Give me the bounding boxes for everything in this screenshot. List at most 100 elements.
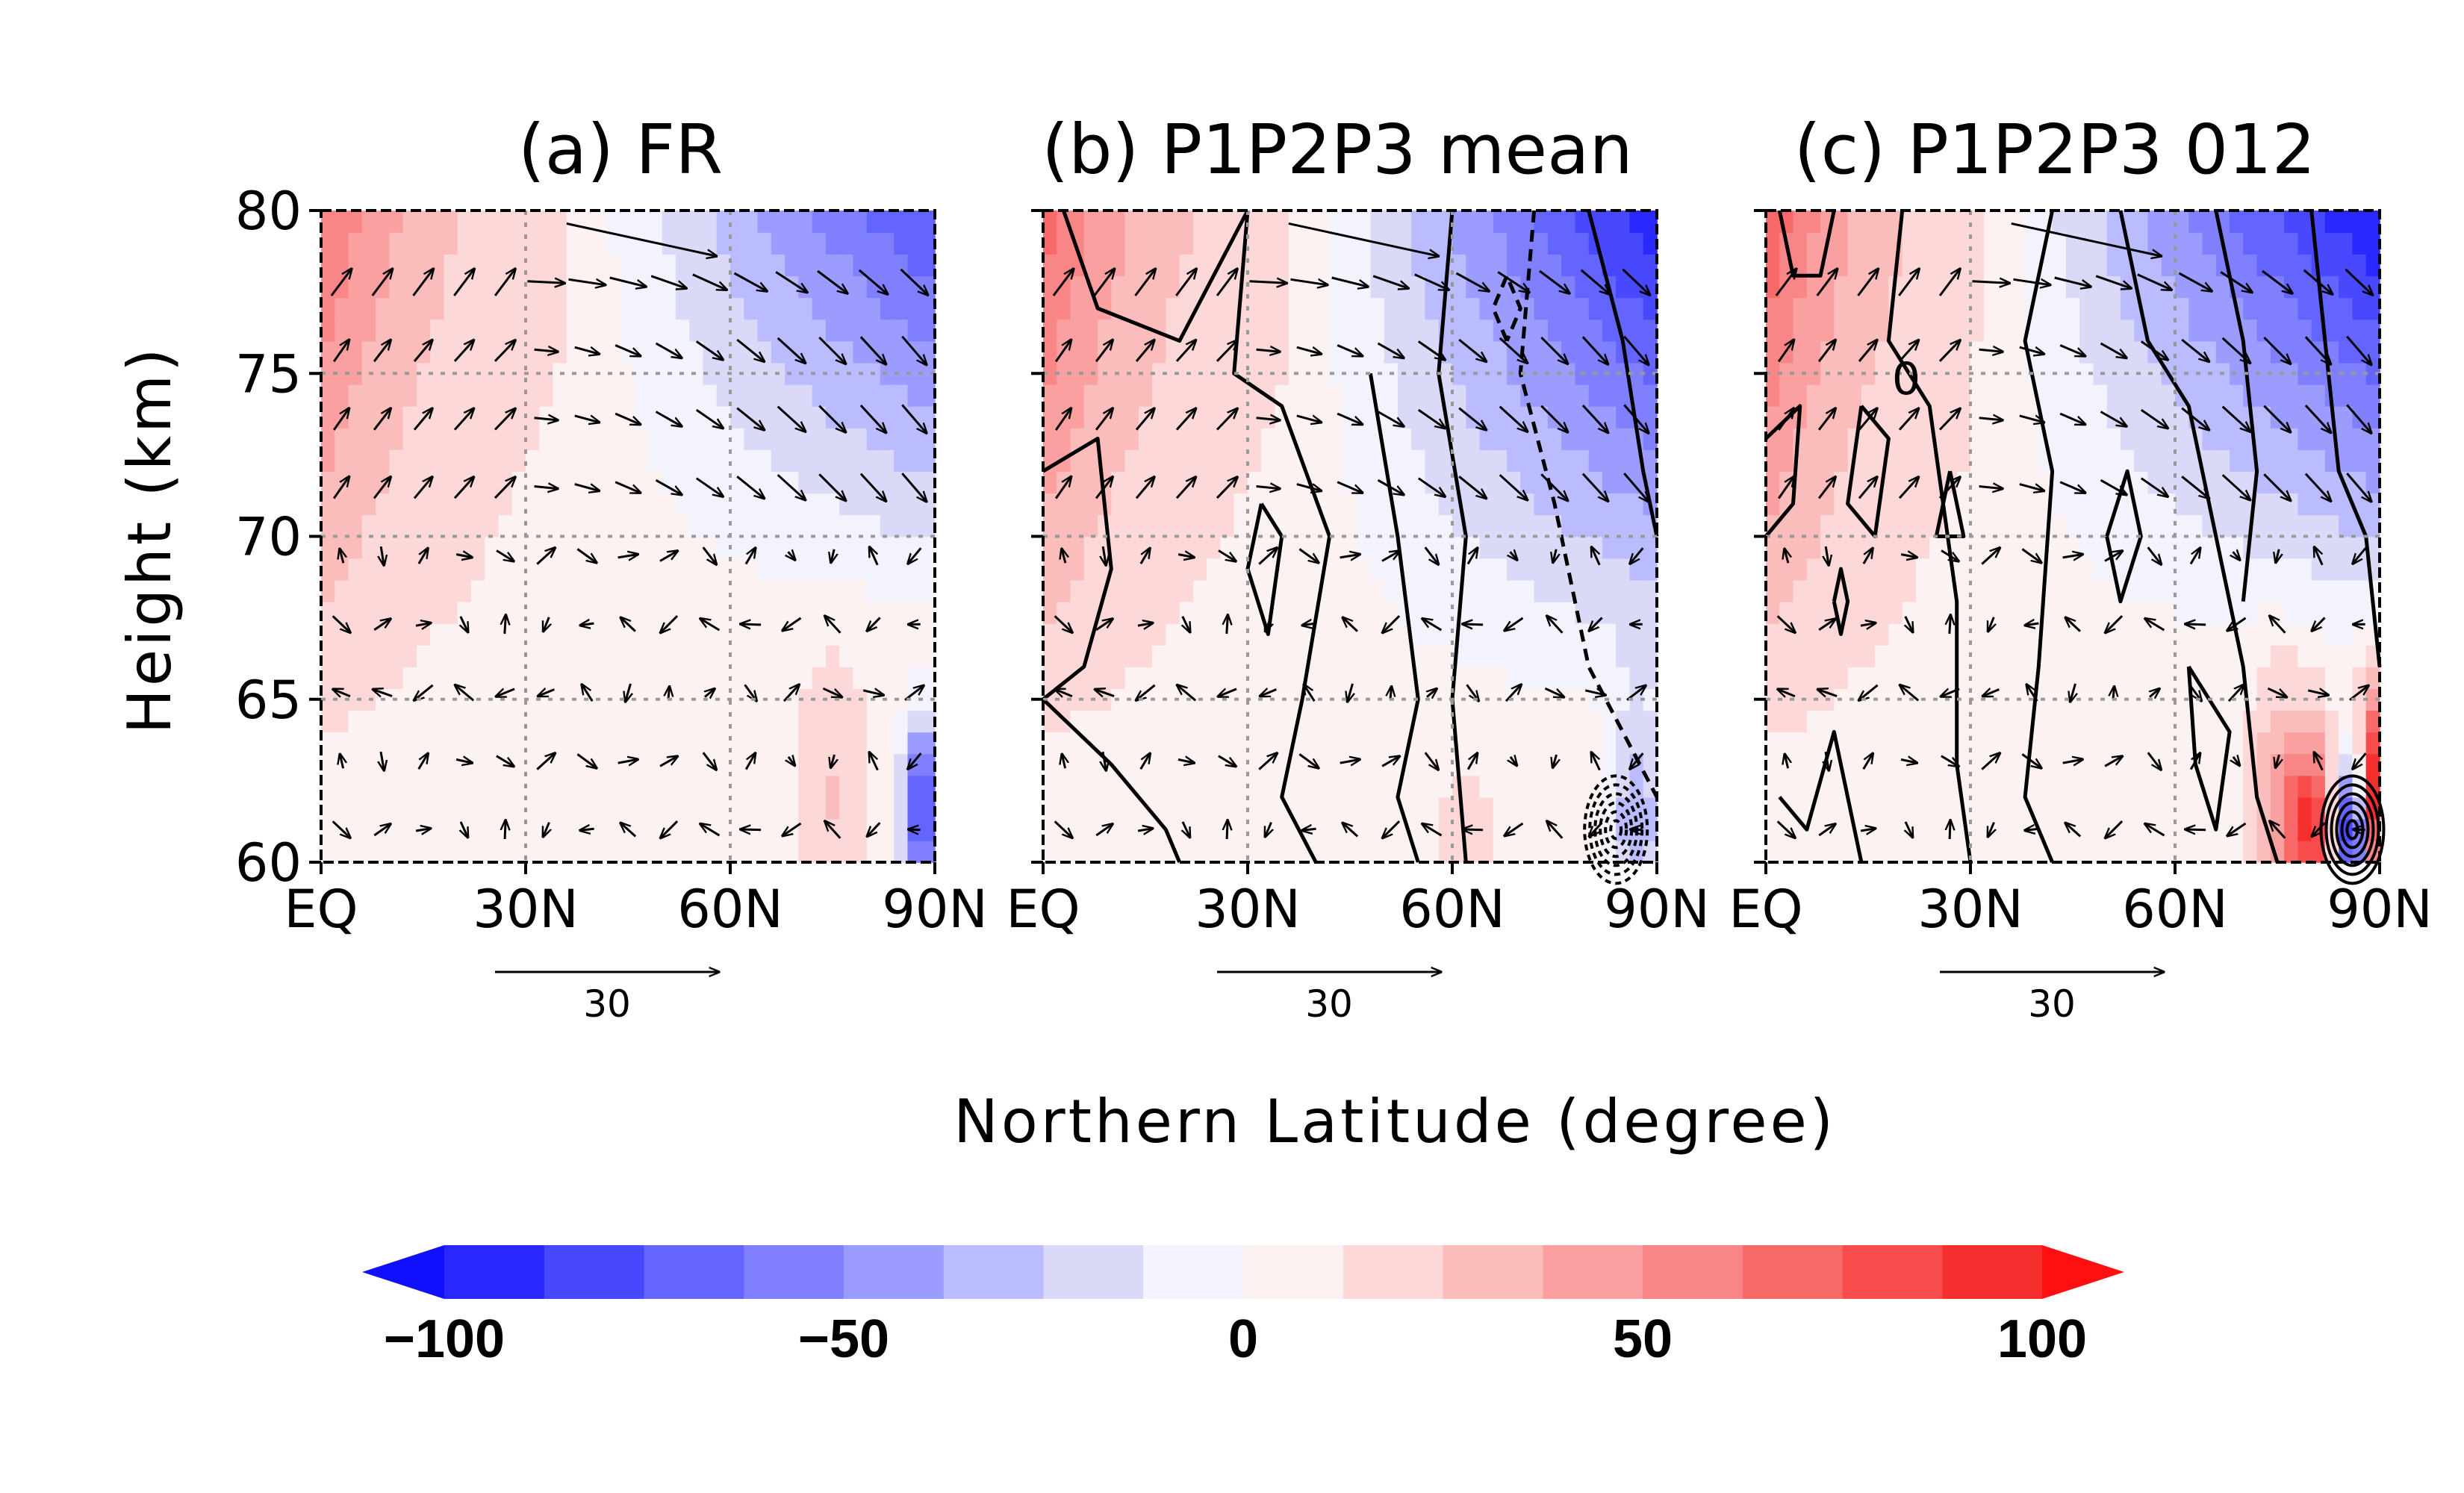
field-cell xyxy=(1343,645,1357,667)
field-cell xyxy=(2038,797,2053,820)
wind-vector xyxy=(1982,690,2000,696)
field-cell xyxy=(1329,275,1344,299)
field-cell xyxy=(757,493,772,516)
wind-vector xyxy=(1547,616,1564,634)
field-cell xyxy=(825,579,840,602)
field-cell xyxy=(2297,579,2312,602)
field-cell xyxy=(730,514,745,537)
field-cell xyxy=(812,428,827,450)
field-cell xyxy=(866,710,881,733)
wind-vector xyxy=(1424,752,1439,770)
field-cell xyxy=(2188,558,2203,581)
wind-vector xyxy=(1898,269,1919,296)
field-cell xyxy=(416,601,431,624)
field-cell xyxy=(2352,319,2367,342)
wind-vector xyxy=(1377,411,1404,427)
field-cell xyxy=(1192,449,1207,472)
field-cell xyxy=(2079,818,2094,841)
field-cell xyxy=(470,428,485,450)
field-cell xyxy=(1616,601,1631,624)
field-cell xyxy=(1561,471,1576,494)
field-cell xyxy=(1138,623,1153,646)
field-cell xyxy=(1616,297,1631,320)
field-cell xyxy=(1766,254,1781,277)
wind-vector xyxy=(817,269,847,293)
field-cell xyxy=(812,405,827,428)
wind-vector xyxy=(2065,617,2081,632)
field-cell xyxy=(321,514,336,537)
field-cell xyxy=(2175,601,2190,624)
field-cell xyxy=(1425,579,1440,602)
field-cell xyxy=(1970,232,1985,255)
field-cell xyxy=(1493,493,1508,516)
wind-vector xyxy=(2021,753,2041,768)
field-cell xyxy=(1207,493,1222,516)
field-cell xyxy=(1793,775,1808,798)
field-cell xyxy=(812,732,827,755)
field-cell xyxy=(2120,732,2135,755)
field-cell xyxy=(1179,710,1194,733)
field-cell xyxy=(2093,340,2108,364)
wind-vector xyxy=(1340,759,1360,763)
field-cell xyxy=(757,232,772,255)
field-cell xyxy=(1070,211,1085,233)
field-cell xyxy=(1302,384,1317,407)
field-cell xyxy=(744,840,759,863)
field-cell xyxy=(662,211,676,233)
field-cell xyxy=(1302,601,1317,624)
field-cell xyxy=(498,558,513,581)
field-cell xyxy=(470,753,485,776)
field-cell xyxy=(485,232,500,255)
reference-vector: 30 xyxy=(495,972,719,1026)
field-cell xyxy=(2188,645,2203,667)
field-cell xyxy=(1970,254,1985,277)
field-cell xyxy=(1192,732,1207,755)
field-cell xyxy=(2175,623,2190,646)
field-cell xyxy=(1997,558,2012,581)
field-cell xyxy=(1766,732,1781,755)
field-cell xyxy=(880,797,895,820)
x-tick-label: EQ xyxy=(284,879,358,940)
field-cell xyxy=(1357,362,1372,385)
field-cell xyxy=(1233,667,1248,689)
field-cell xyxy=(2284,579,2299,602)
wind-vector xyxy=(2221,405,2250,432)
field-cell xyxy=(416,493,431,516)
field-cell xyxy=(1834,449,1849,472)
wind-vector xyxy=(536,548,555,565)
field-cell xyxy=(1152,340,1167,364)
field-cell xyxy=(361,514,376,537)
field-cell xyxy=(594,753,609,776)
field-cell xyxy=(675,645,690,667)
field-cell xyxy=(2339,601,2353,624)
wind-vector xyxy=(1816,269,1838,296)
field-cell xyxy=(648,579,663,602)
field-cell xyxy=(1984,645,1999,667)
field-cell xyxy=(1220,623,1235,646)
field-cell xyxy=(2120,340,2135,364)
field-cell xyxy=(894,319,909,342)
field-cell xyxy=(1192,818,1207,841)
field-cell xyxy=(498,840,513,863)
field-cell xyxy=(689,710,704,733)
field-cell xyxy=(1152,601,1167,624)
field-cell xyxy=(1507,775,1522,798)
field-cell xyxy=(2230,384,2244,407)
field-cell xyxy=(2297,775,2312,798)
field-cell xyxy=(1425,254,1440,277)
field-cell xyxy=(1547,710,1562,733)
field-cell xyxy=(2256,775,2271,798)
wind-vector xyxy=(1898,408,1919,431)
field-cell xyxy=(1902,319,1917,342)
field-cell xyxy=(2175,428,2190,450)
field-cell xyxy=(1629,362,1644,385)
field-cell xyxy=(1629,232,1644,255)
wind-vector xyxy=(1095,824,1113,837)
field-cell xyxy=(1575,319,1590,342)
field-cell xyxy=(566,493,581,516)
field-cell xyxy=(361,753,376,776)
wind-vector xyxy=(908,547,922,564)
field-cell xyxy=(689,688,704,711)
field-cell xyxy=(1248,818,1263,841)
field-cell xyxy=(511,797,526,820)
